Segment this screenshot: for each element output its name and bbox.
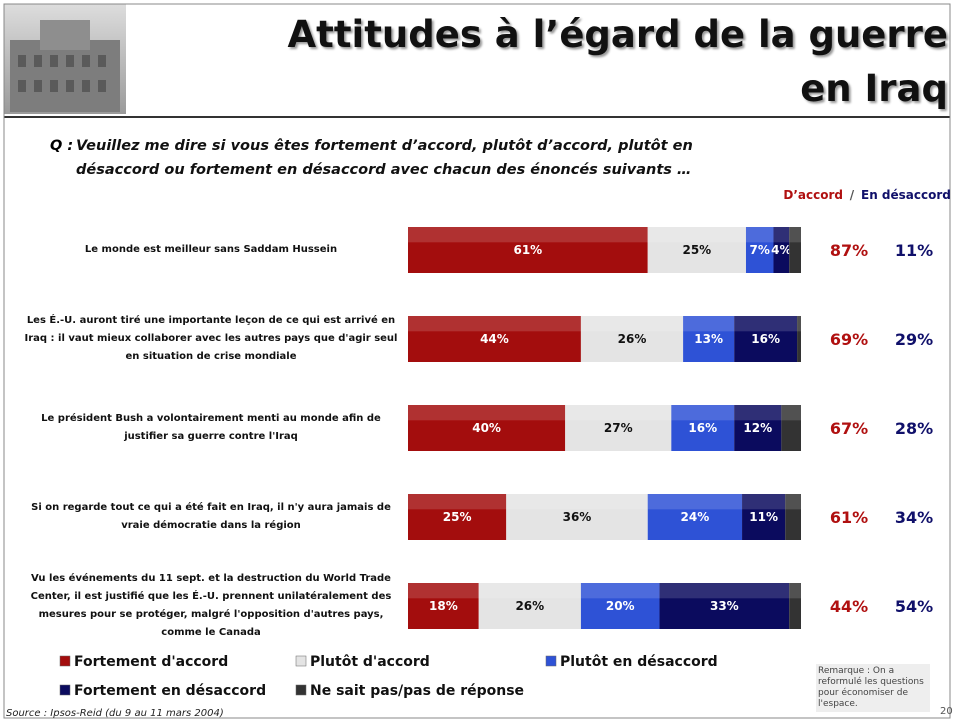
bar-shine <box>781 405 801 420</box>
bar-shine <box>734 405 781 420</box>
total-label: 34% <box>895 508 933 527</box>
value-label: 18% <box>429 599 458 613</box>
total-label: 29% <box>895 330 933 349</box>
bar-shine <box>742 494 785 509</box>
bar-shine <box>789 583 801 598</box>
header-photo <box>4 4 126 114</box>
value-label: 13% <box>694 332 723 346</box>
value-label: 61% <box>513 243 542 257</box>
bar-shine <box>408 316 581 331</box>
agree-heading: D’accord <box>783 188 843 202</box>
note: Remarque : On a reformulé les questions … <box>816 664 930 712</box>
total-label: 54% <box>895 597 933 616</box>
total-label: 61% <box>830 508 868 527</box>
bar-shine <box>797 316 801 331</box>
legend-swatch <box>296 685 306 695</box>
bar-shine <box>479 583 581 598</box>
value-label: 12% <box>743 421 772 435</box>
bar-shine <box>746 227 774 242</box>
bar-shine <box>789 227 801 242</box>
value-label: 44% <box>480 332 509 346</box>
bar-shine <box>408 583 479 598</box>
bar-shine <box>660 583 790 598</box>
bar-shine <box>683 316 734 331</box>
source: Source : Ipsos-Reid (du 9 au 11 mars 200… <box>6 708 224 719</box>
value-label: 7% <box>750 243 770 257</box>
value-label: 27% <box>604 421 633 435</box>
value-label: 24% <box>681 510 710 524</box>
bar-shine <box>581 316 683 331</box>
bar-shine <box>734 316 797 331</box>
category-label: Les É.-U. auront tiré une importante leç… <box>20 312 402 366</box>
category-label: Le président Bush a volontairement menti… <box>20 410 402 446</box>
value-label: 36% <box>563 510 592 524</box>
category-label: Si on regarde tout ce qui a été fait en … <box>20 499 402 535</box>
legend-label: Ne sait pas/pas de réponse <box>310 683 524 699</box>
category-label: Le monde est meilleur sans Saddam Hussei… <box>20 241 402 259</box>
title: Attitudes à l’égard de la guerre en Iraq <box>268 8 948 116</box>
total-label: 44% <box>830 597 868 616</box>
value-label: 25% <box>443 510 472 524</box>
slide: D’accord / En désaccord 61% 25% 7%4% 87% 11%… <box>0 0 954 723</box>
legend-swatch <box>60 685 70 695</box>
legend-label: Plutôt d'accord <box>310 654 430 670</box>
legend-swatch <box>296 656 306 666</box>
question: Veuillez me dire si vous êtes fortement … <box>50 134 776 182</box>
value-label: 4% <box>771 243 791 257</box>
value-label: 25% <box>682 243 711 257</box>
value-label: 16% <box>751 332 780 346</box>
legend-swatch <box>60 656 70 666</box>
bar-shine <box>581 583 660 598</box>
total-label: 11% <box>895 241 933 260</box>
total-label: 67% <box>830 419 868 438</box>
value-label: 40% <box>472 421 501 435</box>
legend-label: Fortement d'accord <box>74 654 228 670</box>
total-label: 28% <box>895 419 933 438</box>
heading-separator: / <box>850 188 855 202</box>
bar-shine <box>408 227 648 242</box>
value-label: 26% <box>515 599 544 613</box>
bar-shine <box>565 405 671 420</box>
value-label: 11% <box>749 510 778 524</box>
disagree-heading: En désaccord <box>861 188 951 202</box>
bar-shine <box>408 494 506 509</box>
value-label: 16% <box>688 421 717 435</box>
bar-shine <box>648 227 746 242</box>
legend-label: Plutôt en désaccord <box>560 654 718 670</box>
bar-shine <box>408 405 565 420</box>
value-label: 20% <box>606 599 635 613</box>
legend-label: Fortement en désaccord <box>74 683 266 699</box>
total-label: 69% <box>830 330 868 349</box>
value-label: 26% <box>618 332 647 346</box>
total-label: 87% <box>830 241 868 260</box>
bar-shine <box>785 494 801 509</box>
bar-shine <box>648 494 742 509</box>
category-label: Vu les événements du 11 sept. et la dest… <box>20 570 402 642</box>
legend-swatch <box>546 656 556 666</box>
bar-shine <box>671 405 734 420</box>
bar-shine <box>506 494 647 509</box>
page-number: 20 <box>940 706 953 717</box>
value-label: 33% <box>710 599 739 613</box>
bar-shine <box>773 227 789 242</box>
